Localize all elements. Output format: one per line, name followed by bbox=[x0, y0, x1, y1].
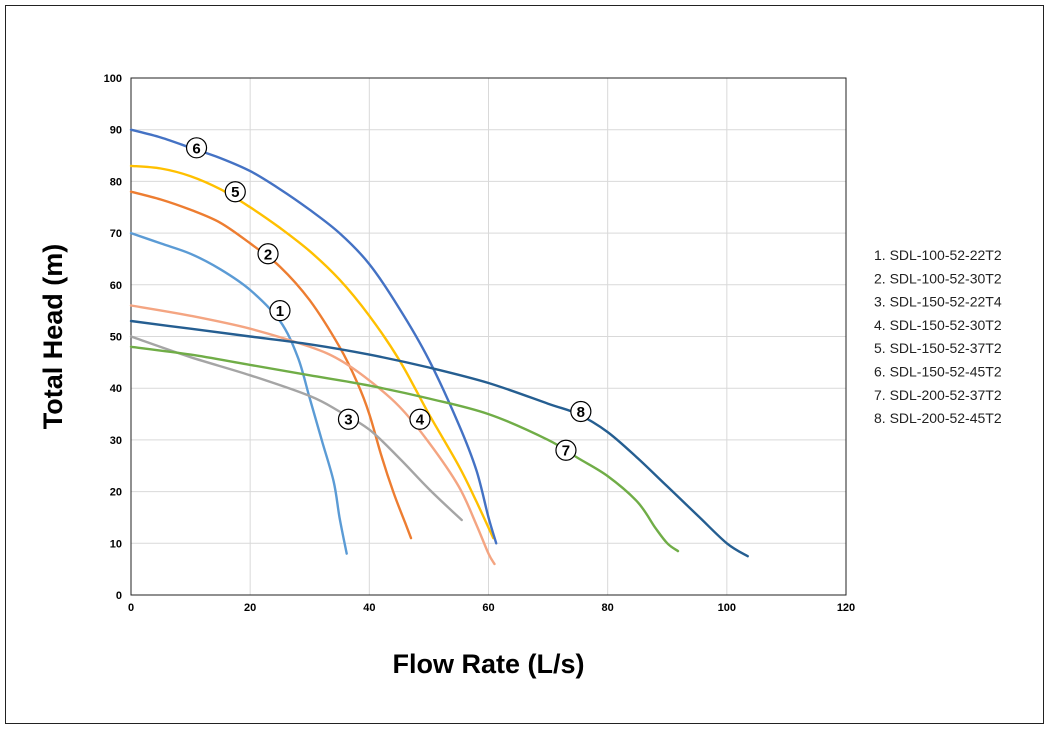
series-line-1 bbox=[129, 231, 348, 555]
series-marker-6: 6 bbox=[185, 137, 208, 159]
series-line-3 bbox=[129, 335, 463, 522]
legend-entry-3: 3. SDL-150-52-22T4 bbox=[874, 294, 1002, 310]
x-tick-label: 80 bbox=[602, 602, 614, 614]
y-tick-label: 40 bbox=[110, 383, 122, 395]
marker-label: 3 bbox=[344, 412, 352, 429]
x-tick-label: 40 bbox=[363, 602, 375, 614]
y-axis-title: Total Head (m) bbox=[38, 244, 68, 430]
marker-label: 7 bbox=[562, 443, 570, 460]
series-markers: 1 2 3 4 5 6 7 8 bbox=[185, 137, 592, 461]
marker-label: 2 bbox=[264, 246, 272, 263]
marker-circle bbox=[269, 300, 291, 322]
y-tick-label: 90 bbox=[110, 125, 122, 137]
y-tick-label: 80 bbox=[110, 176, 122, 188]
legend-entry-4: 4. SDL-150-52-30T2 bbox=[874, 317, 1002, 333]
marker-circle bbox=[257, 243, 279, 265]
y-tick-label: 100 bbox=[104, 73, 122, 85]
legend-entry-8: 8. SDL-200-52-45T2 bbox=[874, 410, 1002, 426]
series-marker-5: 5 bbox=[224, 181, 246, 203]
marker-label: 6 bbox=[192, 140, 200, 157]
series-marker-1: 1 bbox=[269, 300, 291, 322]
x-tick-label: 100 bbox=[718, 602, 736, 614]
tick-labels: 0 20 40 60 80 100 120 0 10 20 30 40 50 60 70 80 90 100 bbox=[104, 73, 856, 614]
marker-label: 1 bbox=[276, 303, 284, 320]
series-marker-7: 7 bbox=[555, 439, 577, 461]
y-tick-label: 50 bbox=[110, 332, 122, 344]
marker-circle bbox=[570, 400, 592, 423]
series-marker-4: 4 bbox=[409, 408, 431, 430]
marker-circle bbox=[185, 137, 208, 159]
x-tick-label: 20 bbox=[244, 602, 256, 614]
y-tick-label: 20 bbox=[110, 487, 122, 499]
chart-frame: 0 20 40 60 80 100 120 0 10 20 30 40 50 60 70 80 90 100 1 2… bbox=[5, 5, 1044, 724]
legend-entry-7: 7. SDL-200-52-37T2 bbox=[874, 387, 1002, 403]
marker-label: 5 bbox=[231, 184, 239, 201]
series-marker-2: 2 bbox=[257, 243, 279, 265]
series-line-2 bbox=[129, 190, 413, 540]
x-tick-label: 0 bbox=[128, 602, 134, 614]
y-tick-label: 70 bbox=[110, 228, 122, 240]
legend-entry-2: 2. SDL-100-52-30T2 bbox=[874, 270, 1002, 286]
y-tick-label: 10 bbox=[110, 538, 122, 550]
x-axis-title: Flow Rate (L/s) bbox=[392, 649, 584, 679]
x-tick-label: 60 bbox=[482, 602, 494, 614]
marker-circle bbox=[555, 439, 577, 461]
series-lines bbox=[129, 128, 749, 566]
series-marker-3: 3 bbox=[337, 408, 360, 430]
legend-entry-6: 6. SDL-150-52-45T2 bbox=[874, 364, 1002, 380]
marker-circle bbox=[224, 181, 246, 203]
series-line-4 bbox=[129, 304, 496, 566]
legend-entry-5: 5. SDL-150-52-37T2 bbox=[874, 340, 1002, 356]
marker-label: 8 bbox=[577, 404, 585, 421]
legend-entry-1: 1. SDL-100-52-22T2 bbox=[874, 247, 1002, 263]
y-tick-label: 60 bbox=[110, 280, 122, 292]
marker-circle bbox=[409, 408, 431, 430]
pump-curve-chart: 0 20 40 60 80 100 120 0 10 20 30 40 50 60 70 80 90 100 1 2… bbox=[38, 73, 1002, 679]
y-tick-label: 30 bbox=[110, 435, 122, 447]
y-tick-label: 0 bbox=[116, 590, 122, 602]
marker-circle bbox=[337, 408, 360, 430]
series-line-5 bbox=[129, 164, 495, 540]
marker-label: 4 bbox=[416, 412, 425, 429]
series-marker-8: 8 bbox=[570, 400, 592, 423]
series-line-8 bbox=[129, 319, 749, 558]
legend: 1. SDL-100-52-22T2 2. SDL-100-52-30T2 3. S… bbox=[874, 247, 1002, 426]
series-line-7 bbox=[129, 345, 680, 553]
x-tick-label: 120 bbox=[837, 602, 855, 614]
